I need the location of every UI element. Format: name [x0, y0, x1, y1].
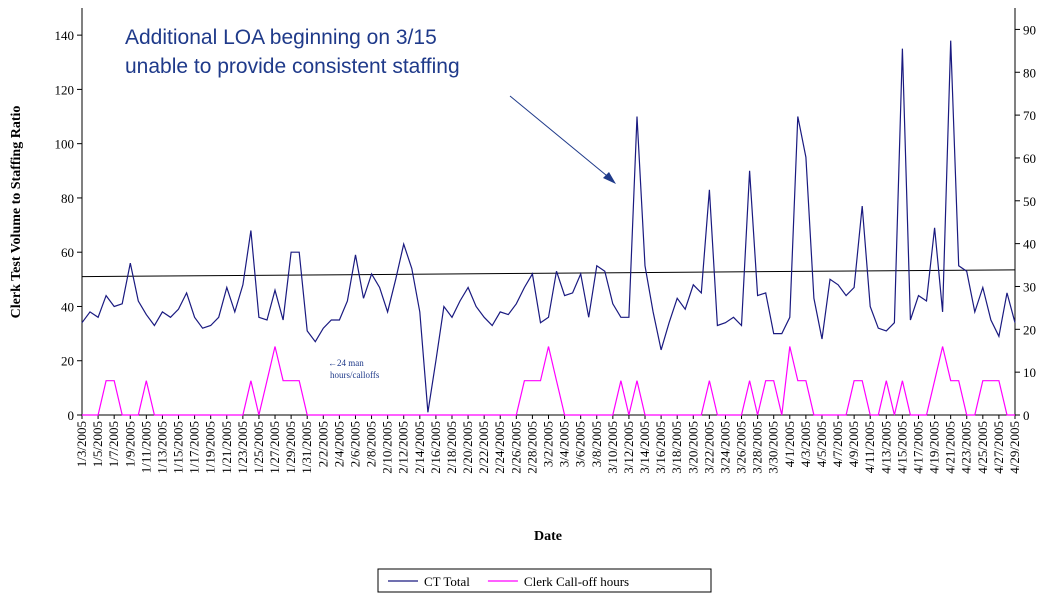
x-tick-label: 4/27/2005	[991, 421, 1006, 474]
y-tick-label: 120	[55, 82, 75, 97]
note: ←24 man	[328, 358, 364, 368]
x-tick-label: 4/3/2005	[798, 421, 813, 467]
x-tick-label: 3/28/2005	[750, 421, 765, 474]
x-tick-label: 2/24/2005	[492, 421, 507, 474]
annotation: Additional LOA beginning on 3/15	[125, 26, 437, 49]
x-tick-label: 2/18/2005	[444, 421, 459, 474]
x-tick-label: 4/13/2005	[878, 421, 893, 474]
x-tick-label: 4/19/2005	[927, 421, 942, 474]
x-tick-label: 1/31/2005	[299, 421, 314, 474]
x-tick-label: 2/20/2005	[460, 421, 475, 474]
x-tick-label: 3/10/2005	[605, 421, 620, 474]
x-tick-label: 2/28/2005	[524, 421, 539, 474]
x-tick-label: 3/8/2005	[589, 421, 604, 467]
x-tick-label: 3/6/2005	[573, 421, 588, 467]
x-tick-label: 4/29/2005	[1007, 421, 1022, 474]
x-tick-label: 4/11/2005	[862, 421, 877, 473]
y-tick-label: 40	[61, 299, 74, 314]
x-tick-label: 2/16/2005	[428, 421, 443, 474]
x-tick-label: 1/13/2005	[154, 421, 169, 474]
x-tick-label: 1/27/2005	[267, 421, 282, 474]
y2-tick-label: 0	[1023, 408, 1030, 423]
x-tick-label: 3/20/2005	[685, 421, 700, 474]
y-tick-label: 20	[61, 354, 74, 369]
x-tick-label: 3/14/2005	[637, 421, 652, 474]
x-tick-label: 1/21/2005	[219, 421, 234, 474]
y-tick-label: 0	[68, 408, 75, 423]
series-line	[82, 346, 1015, 416]
y-tick-label: 80	[61, 191, 74, 206]
legend-box	[377, 568, 712, 593]
x-tick-label: 1/25/2005	[251, 421, 266, 474]
y2-tick-label: 40	[1023, 237, 1036, 252]
trendline	[81, 269, 1016, 278]
y-tick-label: 60	[61, 245, 74, 260]
x-tick-label: 3/4/2005	[557, 421, 572, 467]
y-tick-label: 140	[55, 28, 75, 43]
x-tick-label: 1/5/2005	[90, 421, 105, 467]
x-tick-label: 4/17/2005	[910, 421, 925, 474]
y2-tick-label: 30	[1023, 279, 1036, 294]
x-tick-label: 3/24/2005	[717, 421, 732, 474]
y2-tick-label: 90	[1023, 22, 1036, 37]
x-tick-label: 2/12/2005	[396, 421, 411, 474]
x-tick-label: 4/1/2005	[782, 421, 797, 467]
x-tick-label: 4/5/2005	[814, 421, 829, 467]
annotation: unable to provide consistent staffing	[125, 55, 460, 78]
x-tick-label: 1/7/2005	[106, 421, 121, 467]
x-tick-label: 2/8/2005	[364, 421, 379, 467]
x-tick-label: 2/22/2005	[476, 421, 491, 474]
x-tick-label: 4/9/2005	[846, 421, 861, 467]
y-axis-title: Clerk Test Volume to Staffing Ratio	[9, 106, 24, 319]
y2-tick-label: 70	[1023, 108, 1036, 123]
x-tick-label: 2/6/2005	[347, 421, 362, 467]
y2-tick-label: 60	[1023, 151, 1036, 166]
x-tick-label: 4/21/2005	[943, 421, 958, 474]
note: hours/calloffs	[330, 370, 380, 380]
x-tick-label: 3/12/2005	[621, 421, 636, 474]
y2-tick-label: 20	[1023, 322, 1036, 337]
x-tick-label: 4/25/2005	[975, 421, 990, 474]
x-tick-label: 1/19/2005	[203, 421, 218, 474]
x-tick-label: 2/26/2005	[508, 421, 523, 474]
x-tick-label: 2/10/2005	[380, 421, 395, 474]
x-tick-label: 1/15/2005	[171, 421, 186, 474]
x-tick-label: 3/22/2005	[701, 421, 716, 474]
x-tick-label: 3/30/2005	[766, 421, 781, 474]
x-tick-label: 3/2/2005	[541, 421, 556, 467]
x-tick-label: 4/15/2005	[894, 421, 909, 474]
y2-tick-label: 10	[1023, 365, 1036, 380]
x-tick-label: 1/17/2005	[187, 421, 202, 474]
x-tick-label: 1/23/2005	[235, 421, 250, 474]
y2-tick-label: 80	[1023, 65, 1036, 80]
x-tick-label: 2/2/2005	[315, 421, 330, 467]
x-tick-label: 1/11/2005	[138, 421, 153, 473]
x-tick-label: 3/18/2005	[669, 421, 684, 474]
x-tick-label: 1/9/2005	[122, 421, 137, 467]
legend-label: CT Total	[424, 574, 470, 589]
x-tick-label: 1/3/2005	[74, 421, 89, 467]
x-axis-title: Date	[534, 529, 562, 544]
x-tick-label: 2/14/2005	[412, 421, 427, 474]
y-tick-label: 100	[55, 137, 75, 152]
series-line	[81, 40, 1016, 413]
arrow-line	[509, 95, 613, 181]
arrow-head	[603, 172, 616, 184]
legend-label: Clerk Call-off hours	[524, 574, 629, 589]
y2-tick-label: 50	[1023, 194, 1036, 209]
x-tick-label: 3/26/2005	[734, 421, 749, 474]
x-tick-label: 3/16/2005	[653, 421, 668, 474]
x-tick-label: 2/4/2005	[331, 421, 346, 467]
x-tick-label: 4/23/2005	[959, 421, 974, 474]
x-tick-label: 4/7/2005	[830, 421, 845, 467]
x-tick-label: 1/29/2005	[283, 421, 298, 474]
